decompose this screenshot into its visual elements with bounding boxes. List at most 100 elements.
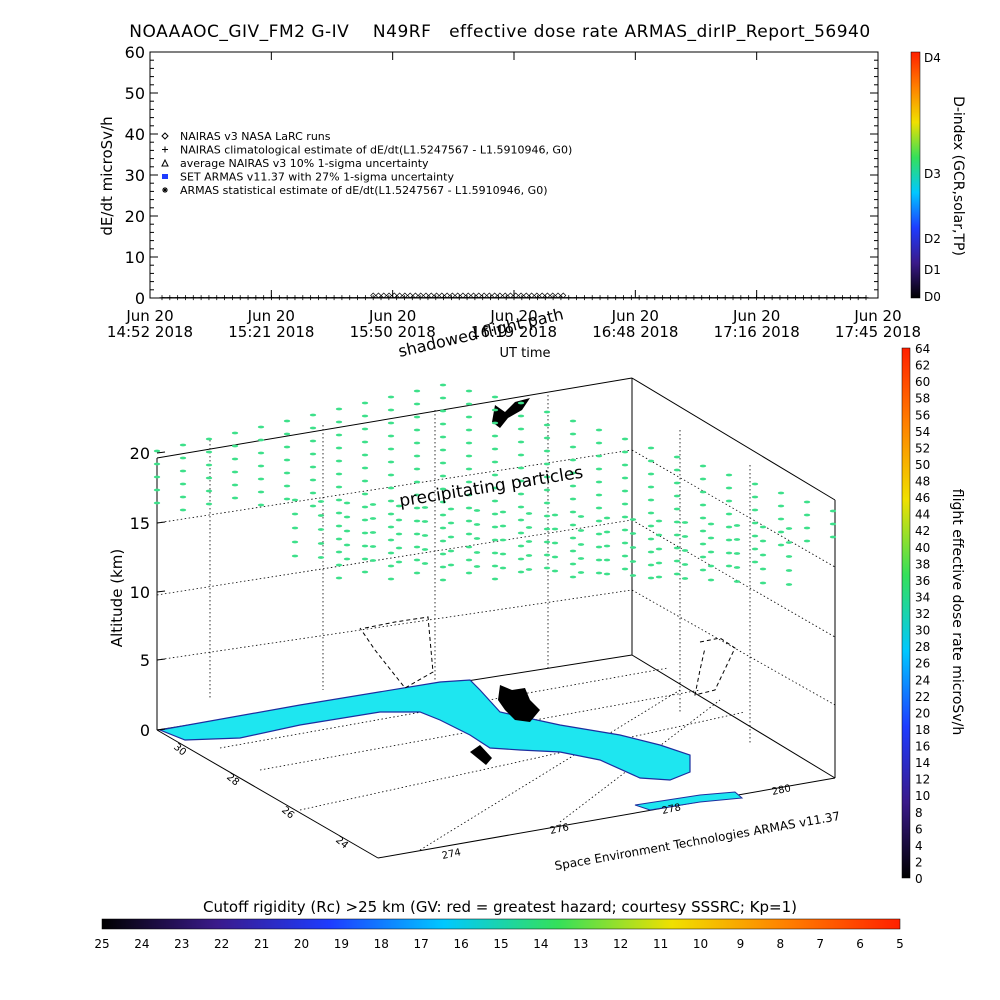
longitude-tick-label: 274 <box>441 847 462 862</box>
dose-tick-label: 0 <box>915 872 923 886</box>
series-climatological-point <box>308 295 314 301</box>
dose-marker <box>361 414 369 418</box>
dose-marker <box>829 509 837 513</box>
dose-colorbar-ticks: 0246810121416182022242628303234363840424… <box>915 342 930 886</box>
cutoff-tick-label: 12 <box>613 937 628 951</box>
dose-marker <box>595 441 603 445</box>
shadowed-flight-path-right <box>694 637 736 696</box>
dose-marker <box>291 526 299 530</box>
dose-marker <box>395 560 403 564</box>
dose-marker <box>751 495 759 499</box>
dose-marker <box>499 510 507 514</box>
dose-marker <box>205 489 213 493</box>
dose-marker <box>309 491 317 495</box>
dose-tick-label: 64 <box>915 342 930 356</box>
dose-marker <box>205 450 213 454</box>
d-index-label: D-index (GCR,solar,TP) <box>950 96 966 256</box>
dose-tick-label: 4 <box>915 839 923 853</box>
dose-marker <box>335 537 343 541</box>
series-nairas-point <box>475 292 482 299</box>
top-y-tick-label: 40 <box>125 125 145 144</box>
series-nairas-point <box>523 292 530 299</box>
dose-marker <box>153 462 161 466</box>
dose-marker <box>577 529 585 532</box>
dose-marker <box>525 554 533 557</box>
series-climatological-point <box>574 295 580 301</box>
dose-marker <box>283 484 291 488</box>
series-nairas-point <box>380 292 387 299</box>
series-nairas-point <box>555 292 561 299</box>
dose-marker <box>681 535 689 538</box>
series-climatological-point <box>339 295 345 301</box>
series-climatological-point <box>722 295 728 301</box>
dose-marker <box>759 539 767 543</box>
longitude-tick-label: 280 <box>771 783 792 798</box>
dose-marker <box>699 516 707 520</box>
d-index-tick-label: D4 <box>924 51 941 65</box>
dose-marker <box>803 513 811 517</box>
dose-marker <box>621 437 629 441</box>
dose-marker <box>725 499 733 503</box>
series-nairas-point <box>391 292 398 299</box>
dose-marker <box>153 501 161 505</box>
dose-marker <box>491 408 499 412</box>
dose-marker <box>491 486 499 490</box>
dose-marker <box>361 479 369 483</box>
dose-marker <box>205 502 213 506</box>
dose-marker <box>439 565 447 569</box>
top-series <box>159 292 869 301</box>
dose-marker <box>387 499 395 503</box>
dose-marker <box>179 469 187 473</box>
dose-marker <box>447 549 455 553</box>
series-nairas-point <box>539 292 546 299</box>
series-nairas-point <box>428 292 435 299</box>
dose-marker <box>595 571 603 575</box>
series-climatological-point <box>214 295 220 301</box>
dose-marker <box>283 458 291 462</box>
dose-marker <box>699 568 707 572</box>
dose-marker <box>673 546 681 550</box>
series-nairas-point <box>386 292 393 299</box>
series-climatological-point <box>777 295 783 301</box>
cutoff-tick-label: 14 <box>533 937 548 951</box>
dose-marker <box>387 564 395 568</box>
dose-marker <box>257 490 265 494</box>
dose-tick-label: 28 <box>915 640 930 654</box>
dose-marker <box>699 464 707 468</box>
dose-marker <box>621 489 629 493</box>
dose-marker <box>803 526 811 530</box>
dose-marker <box>569 445 577 449</box>
dose-marker <box>759 581 767 585</box>
dose-marker <box>525 526 533 529</box>
dose-marker <box>387 395 395 399</box>
cutoff-colorbar-label: Cutoff rigidity (Rc) >25 km (GV: red = g… <box>203 898 797 916</box>
dose-marker <box>595 506 603 510</box>
top-x-tick-label-line2: 15:50 2018 <box>350 323 436 341</box>
dose-marker <box>647 550 655 554</box>
dose-marker <box>361 518 369 522</box>
d-index-tick-label: D0 <box>924 290 941 304</box>
dose-marker <box>447 535 455 539</box>
legend-label: ARMAS statistical estimate of dE/dt(L1.5… <box>180 184 547 197</box>
series-nairas-point <box>486 292 493 299</box>
dose-marker <box>369 503 377 506</box>
d-index-ticks: D4 D3 D2 D1 D0 <box>924 51 941 304</box>
dose-marker <box>257 464 265 468</box>
series-nairas-point <box>401 292 408 299</box>
dose-marker <box>387 512 395 516</box>
dose-marker <box>569 575 577 579</box>
dose-marker <box>413 571 421 575</box>
longitude-tick-label: 278 <box>661 802 682 817</box>
series-climatological-point <box>691 295 697 301</box>
dose-marker <box>595 428 603 432</box>
series-climatological-point <box>800 295 806 301</box>
dose-marker <box>413 402 421 406</box>
dose-tick-label: 50 <box>915 458 930 472</box>
dose-marker <box>473 565 481 568</box>
dose-marker <box>543 501 551 505</box>
series-nairas-point <box>549 292 556 299</box>
dose-marker <box>491 421 499 425</box>
cutoff-tick-label: 16 <box>453 937 468 951</box>
dose-tick-label: 46 <box>915 491 930 505</box>
